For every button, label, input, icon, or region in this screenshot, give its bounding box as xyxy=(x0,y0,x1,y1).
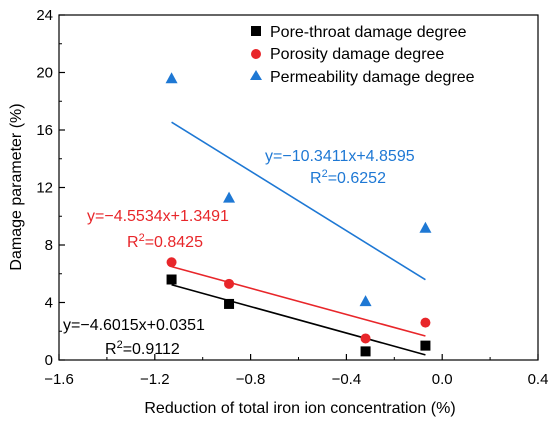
legend-label-permeability: Permeability damage degree xyxy=(270,69,475,86)
x-tick-label: 0.4 xyxy=(528,371,549,388)
pore-throat-point xyxy=(420,340,431,351)
permeability-point xyxy=(359,295,372,307)
x-tick-label: −1.2 xyxy=(140,371,170,388)
chart-marks xyxy=(165,72,432,357)
x-axis-title: Reduction of total iron ion concentratio… xyxy=(144,400,455,417)
y-tick-label: 16 xyxy=(36,122,53,139)
x-tick-label: −1.6 xyxy=(44,371,74,388)
permeability-point xyxy=(223,191,236,203)
porosity-point xyxy=(420,317,431,328)
porosity-r2: R2=0.8425 xyxy=(127,232,203,251)
permeability-fit-line xyxy=(171,121,426,281)
y-tick-label: 8 xyxy=(45,237,53,254)
pore-throat-point xyxy=(224,298,235,309)
legend-label-porosity: Porosity damage degree xyxy=(270,46,444,63)
legend: Pore-throat damage degree Porosity damag… xyxy=(250,24,475,86)
pore-throat-fit-line xyxy=(171,283,426,356)
axis-ticks: −1.6 −1.2 −0.8 −0.4 0.0 0.4 0 4 8 12 16 20 24 xyxy=(36,7,548,388)
y-tick-label: 20 xyxy=(36,65,53,82)
porosity-fit-line xyxy=(171,265,426,337)
porosity-point xyxy=(166,257,177,268)
pore-throat-point xyxy=(166,274,177,285)
legend-marker-porosity xyxy=(251,49,261,59)
porosity-point xyxy=(224,278,235,289)
y-tick-label: 24 xyxy=(36,7,53,24)
porosity-equation: y=−4.5534x+1.3491 xyxy=(87,208,229,225)
x-tick-label: −0.4 xyxy=(332,371,362,388)
pore-throat-r2: R2=0.9112 xyxy=(105,339,180,358)
porosity-point xyxy=(360,333,371,344)
legend-marker-pore-throat xyxy=(251,26,261,36)
pore-throat-equation: y=−4.6015x+0.0351 xyxy=(63,317,205,334)
x-tick-label: 0.0 xyxy=(432,371,453,388)
permeability-r2: R2=0.6252 xyxy=(310,168,386,187)
y-tick-label: 12 xyxy=(36,180,53,197)
fit-equations: y=−10.3411x+4.8595 R2=0.6252 y=−4.5534x+… xyxy=(63,148,415,358)
legend-marker-permeability xyxy=(250,70,262,80)
x-tick-label: −0.8 xyxy=(236,371,266,388)
permeability-equation: y=−10.3411x+4.8595 xyxy=(265,148,415,165)
y-tick-label: 4 xyxy=(45,295,53,312)
pore-throat-point xyxy=(360,346,371,357)
y-tick-label: 0 xyxy=(45,352,53,369)
plot-frame xyxy=(58,14,539,361)
y-axis-title: Damage parameter (%) xyxy=(8,103,25,270)
permeability-point xyxy=(165,72,178,84)
permeability-point xyxy=(419,221,432,233)
legend-label-pore-throat: Pore-throat damage degree xyxy=(270,24,467,41)
